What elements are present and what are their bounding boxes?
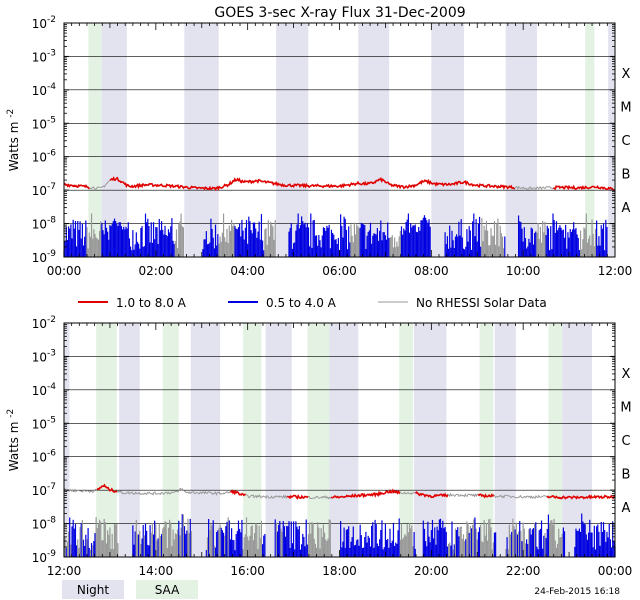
x-tick-label: 00:00: [47, 264, 82, 278]
saa-band: [243, 323, 261, 557]
footer: Night SAA 24-Feb-2015 16:18: [62, 580, 620, 599]
flare-class-X: X: [622, 367, 631, 382]
night-band: [414, 323, 447, 557]
goes-xray-flux-chart: GOES 3-sec X-ray Flux 31-Dec-2009 10-910…: [0, 0, 640, 600]
long-flux-line: [448, 494, 478, 497]
y-tick-label: 10-2: [32, 15, 56, 31]
panel-bottom: 10-9 10-8 10-7 10-6 10-5 10-4 10-3 10-2 Watts m …: [6, 315, 632, 578]
x-tick-label: 16:00: [230, 564, 265, 578]
flare-class-B: B: [622, 467, 631, 482]
flare-class-labels: A B C M X: [620, 67, 631, 216]
y-axis-label: Watts m -2: [6, 109, 21, 171]
y-tick-label: 10-7: [32, 482, 56, 498]
flare-class-M: M: [620, 401, 631, 416]
x-tick-label: 00:00: [598, 564, 633, 578]
saa-band: [399, 323, 413, 557]
long-flux-line: [287, 496, 308, 499]
x-tick-label: 12:00: [47, 564, 82, 578]
flare-class-A: A: [622, 201, 631, 216]
legend: 1.0 to 8.0 A 0.5 to 4.0 A No RHESSI Sola…: [78, 296, 547, 310]
night-band: [266, 323, 292, 557]
y-tick-label: 10-8: [32, 216, 57, 232]
long-flux-line: [64, 184, 90, 189]
y-tick-label: 10-4: [32, 82, 57, 98]
x-tick-label: 20:00: [414, 564, 449, 578]
y-tick-label: 10-7: [32, 182, 56, 198]
y-tick-label: 10-3: [32, 48, 56, 64]
y-axis-label: Watts m -2: [6, 409, 21, 471]
y-tick-label: 10-4: [32, 382, 57, 398]
panel-top: 10-9 10-8 10-7 10-6 10-5 10-4 10-3 10-2 Watts m …: [6, 15, 632, 278]
flare-class-B: B: [622, 167, 631, 182]
flare-class-M: M: [620, 101, 631, 116]
long-flux-line: [554, 186, 616, 190]
flare-class-X: X: [622, 67, 631, 82]
x-tick-label: 08:00: [414, 264, 449, 278]
x-tick-label: 04:00: [230, 264, 265, 278]
saa-key-label: SAA: [155, 583, 180, 597]
x-tick-label: 22:00: [506, 564, 541, 578]
y-tick-label: 10-9: [32, 249, 57, 265]
x-tick-label: 18:00: [322, 564, 357, 578]
x-tick-label: 10:00: [506, 264, 541, 278]
night-band: [276, 23, 308, 257]
chart-title: GOES 3-sec X-ray Flux 31-Dec-2009: [214, 5, 465, 21]
x-tick-label: 06:00: [322, 264, 357, 278]
generated-timestamp: 24-Feb-2015 16:18: [534, 587, 620, 597]
shaded-bands: [88, 23, 615, 257]
flare-class-C: C: [621, 434, 630, 449]
night-band: [184, 23, 218, 257]
flare-class-labels: A B C M X: [620, 367, 631, 516]
night-band: [562, 323, 592, 557]
y-tick-label: 10-5: [32, 115, 56, 131]
saa-band: [88, 23, 101, 257]
y-tick-label: 10-8: [32, 516, 57, 532]
y-tick-label: 10-6: [32, 449, 57, 465]
legend-short-label: 0.5 to 4.0 A: [266, 296, 337, 310]
y-tick-label: 10-5: [32, 415, 56, 431]
night-band: [358, 23, 389, 257]
x-tick-label: 12:00: [598, 264, 633, 278]
night-key-label: Night: [77, 583, 110, 597]
y-tick-label: 10-3: [32, 348, 56, 364]
flare-class-A: A: [622, 501, 631, 516]
saa-band: [307, 323, 330, 557]
night-band: [329, 323, 358, 557]
y-tick-label: 10-9: [32, 549, 57, 565]
y-tick-label: 10-2: [32, 315, 56, 331]
saa-band: [480, 323, 494, 557]
flare-class-C: C: [621, 134, 630, 149]
legend-norhessi-label: No RHESSI Solar Data: [416, 296, 547, 310]
night-band: [506, 23, 537, 257]
x-tick-label: 02:00: [139, 264, 174, 278]
y-tick-label: 10-6: [32, 149, 57, 165]
legend-long-label: 1.0 to 8.0 A: [116, 296, 187, 310]
x-tick-label: 14:00: [139, 564, 174, 578]
night-band: [191, 323, 220, 557]
